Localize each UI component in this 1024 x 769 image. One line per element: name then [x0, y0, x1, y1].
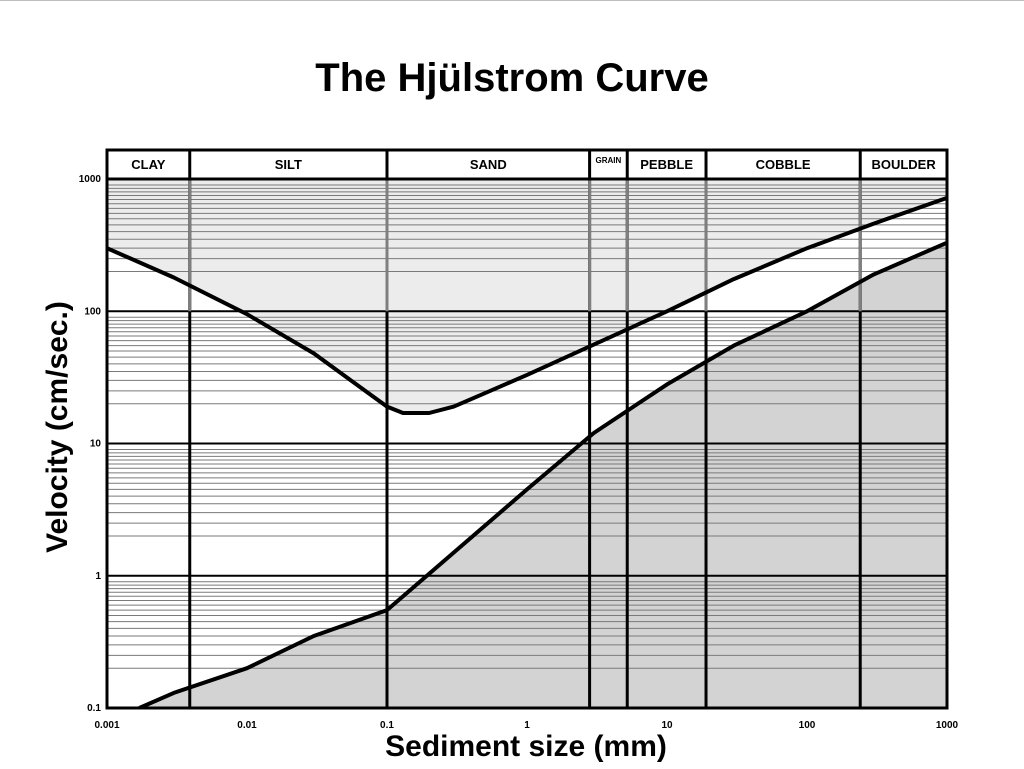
x-tick-label: 1: [524, 720, 530, 731]
x-axis-label: Sediment size (mm): [385, 730, 667, 763]
chart-title: The Hjülstrom Curve: [315, 56, 709, 100]
y-tick-label: 100: [84, 306, 101, 317]
deposition-curve: [138, 240, 947, 708]
size-class-grain: GRAIN: [596, 156, 622, 165]
erosion-curve: [107, 196, 947, 415]
deposition-region: [139, 242, 947, 708]
y-axis-label: Velocity (cm/sec.): [41, 301, 74, 553]
x-tick-label: 100: [799, 720, 816, 731]
y-tick-label: 0.1: [87, 703, 101, 714]
x-tick-label: 0.1: [380, 720, 394, 731]
size-class-sand: SAND: [470, 157, 507, 172]
x-tick-label: 1000: [936, 720, 959, 731]
x-tick-label: 10: [661, 720, 673, 731]
size-class-boulder: BOULDER: [871, 157, 936, 172]
size-class-clay: CLAY: [131, 157, 166, 172]
plot-frame: [105, 148, 949, 710]
x-tick-label: 0.001: [94, 720, 119, 731]
y-tick-label: 1: [95, 571, 101, 582]
size-class-silt: SILT: [275, 157, 302, 172]
y-tick-label: 10: [90, 439, 102, 450]
x-tick-label: 0.01: [237, 720, 257, 731]
y-tick-label: 1000: [79, 174, 102, 185]
top-border: [0, 0, 1024, 1]
size-class-cobble: COBBLE: [756, 157, 811, 172]
size-class-pebble: PEBBLE: [640, 157, 693, 172]
